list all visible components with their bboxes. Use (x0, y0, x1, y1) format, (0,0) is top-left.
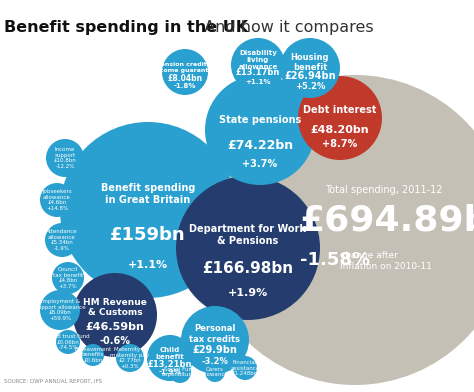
Circle shape (280, 38, 340, 98)
Text: State pensions: State pensions (219, 115, 301, 125)
Text: +8.7%: +8.7% (322, 139, 357, 149)
Circle shape (205, 362, 225, 382)
Text: Employment &
support allowance
£8.09bn
+59.9%: Employment & support allowance £8.09bn +… (35, 299, 85, 321)
Circle shape (82, 344, 104, 366)
Text: Social Fund
expenditures: Social Fund expenditures (162, 367, 198, 377)
Circle shape (60, 122, 236, 298)
Text: +1.1%: +1.1% (245, 79, 271, 85)
Text: Child trust fund
£0.06bn
-74.5%: Child trust fund £0.06bn -74.5% (46, 334, 89, 350)
Text: £46.59bn: £46.59bn (86, 322, 145, 332)
Text: Income
support
£10.8bn
-12.2%: Income support £10.8bn -12.2% (54, 147, 76, 169)
Circle shape (298, 76, 382, 160)
Circle shape (169, 361, 191, 383)
Circle shape (162, 49, 208, 95)
Text: £13.21bn: £13.21bn (148, 360, 192, 369)
Text: Debt interest: Debt interest (303, 105, 377, 115)
Text: £48.20bn: £48.20bn (310, 125, 369, 135)
Text: £13.17bn: £13.17bn (236, 68, 280, 77)
Text: Total spending, 2011-12: Total spending, 2011-12 (325, 185, 443, 195)
Text: Maternity &
maternity pay
£2.77bn
+0.3%: Maternity & maternity pay £2.77bn +0.3% (110, 347, 149, 368)
Circle shape (40, 183, 74, 217)
Text: Pension credit &
income guarantee: Pension credit & income guarantee (153, 62, 217, 73)
Text: Attendance
allowance
£5.34bn
-1.9%: Attendance allowance £5.34bn -1.9% (46, 229, 78, 250)
Circle shape (233, 356, 257, 380)
Text: -0.6%: -0.6% (100, 336, 130, 346)
Circle shape (52, 262, 84, 294)
Text: change after
inflation on 2010-11: change after inflation on 2010-11 (340, 251, 432, 271)
Text: £26.94bn: £26.94bn (284, 71, 336, 82)
Text: -1.9%: -1.9% (159, 369, 181, 375)
Text: Bereavement
benefits
£0.6bn: Bereavement benefits £0.6bn (74, 347, 111, 363)
Circle shape (46, 139, 84, 177)
Text: +3.7%: +3.7% (242, 159, 278, 169)
Circle shape (231, 38, 285, 92)
Text: HM Revenue
& Customs: HM Revenue & Customs (83, 298, 147, 317)
Text: Personal
tax credits: Personal tax credits (190, 324, 240, 343)
Text: SOURCE: DWP ANNUAL REPORT, IFS: SOURCE: DWP ANNUAL REPORT, IFS (4, 379, 102, 384)
Text: £29.9bn: £29.9bn (192, 345, 237, 354)
Text: -1.8%: -1.8% (174, 83, 196, 89)
Text: £166.98bn: £166.98bn (202, 261, 293, 276)
Circle shape (176, 176, 320, 320)
Text: £8.04bn: £8.04bn (167, 74, 202, 83)
Text: Jobseekers
allowance
£4.6bn
+14.8%: Jobseekers allowance £4.6bn +14.8% (42, 189, 72, 211)
Text: And how it compares: And how it compares (199, 20, 374, 35)
Circle shape (45, 223, 79, 257)
Circle shape (73, 273, 157, 357)
Text: £694.89b: £694.89b (300, 203, 474, 237)
Text: £159bn: £159bn (110, 226, 186, 244)
Circle shape (56, 330, 80, 354)
Text: -1.58%: -1.58% (300, 251, 370, 269)
Text: Disability
living
allowance: Disability living allowance (238, 50, 278, 70)
Text: Department for Work
& Pensions: Department for Work & Pensions (190, 224, 307, 246)
Text: £74.22bn: £74.22bn (227, 139, 293, 152)
Text: -3.2%: -3.2% (201, 357, 228, 366)
Circle shape (181, 306, 249, 374)
Circle shape (200, 75, 474, 385)
Circle shape (147, 335, 193, 381)
Circle shape (116, 344, 144, 372)
Text: Housing
benefit: Housing benefit (291, 53, 329, 72)
Text: Financial
assistance
£1.248bn: Financial assistance £1.248bn (230, 360, 260, 376)
Circle shape (40, 290, 80, 330)
Text: Council
tax benefit
£4.8bn
+3.7%: Council tax benefit £4.8bn +3.7% (53, 267, 83, 289)
Circle shape (205, 75, 315, 185)
Text: +5.2%: +5.2% (295, 82, 325, 91)
Text: +1.1%: +1.1% (128, 260, 168, 270)
Text: Benefit spending
in Great Britain: Benefit spending in Great Britain (101, 183, 195, 205)
Text: Child
benefit: Child benefit (155, 347, 184, 360)
Text: +1.9%: +1.9% (228, 288, 268, 298)
Text: Carers
allowance: Carers allowance (201, 367, 229, 377)
Text: Benefit spending in the UK: Benefit spending in the UK (4, 20, 248, 35)
